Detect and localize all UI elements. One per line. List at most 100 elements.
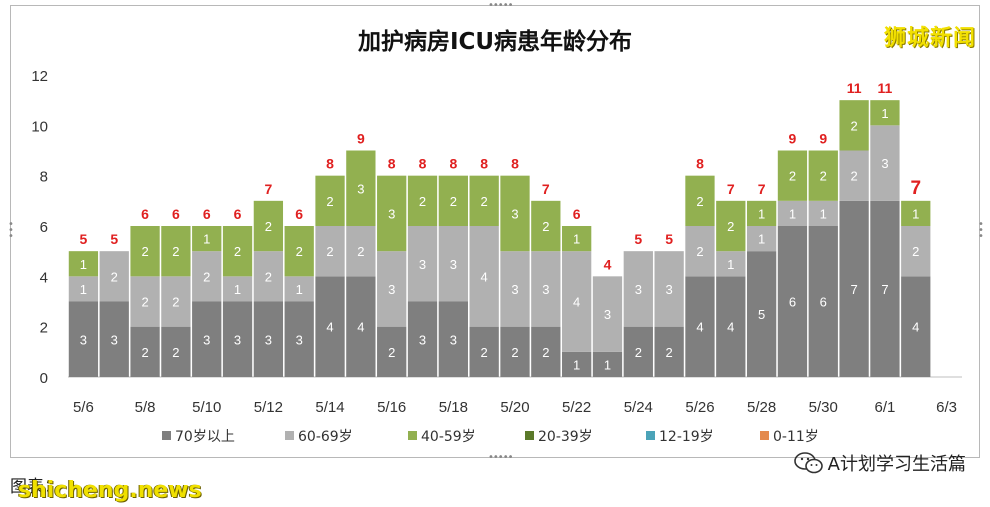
bar-segment-40-59- (685, 175, 715, 226)
bar-value-label: 2 (326, 244, 333, 259)
bar-segment-60-69- (315, 226, 345, 277)
y-tick-label: 2 (40, 320, 48, 337)
bar-segment-70- (562, 351, 592, 377)
bar-value-label: 2 (141, 295, 148, 310)
bar-segment-40-59- (130, 226, 160, 277)
legend-label: 12-19岁 (659, 429, 714, 445)
bar-segment-40-59- (500, 175, 530, 252)
bar-value-label: 2 (172, 295, 179, 310)
bar-total-label: 8 (449, 156, 457, 172)
bar-segment-60-69- (592, 276, 623, 352)
bar-value-label: 3 (357, 181, 364, 196)
bar-total-label: 6 (203, 206, 211, 222)
bar-segment-60-69- (130, 276, 160, 327)
bar-segment-60-69- (623, 251, 653, 327)
bar-value-label: 3 (388, 282, 395, 297)
bar-segment-70- (346, 276, 376, 377)
bar-value-label: 2 (481, 194, 488, 209)
y-tick-label: 6 (40, 219, 48, 236)
bar-total-label: 6 (234, 206, 242, 222)
bar-value-label: 7 (881, 282, 888, 297)
bar-segment-40-59- (68, 251, 99, 277)
bar-value-label: 1 (203, 232, 210, 247)
x-tick-label: 5/30 (809, 399, 838, 416)
bar-total-label: 9 (357, 131, 365, 147)
bar-segment-70- (407, 301, 438, 377)
bar-value-label: 2 (666, 345, 673, 360)
bar-value-label: 2 (111, 269, 118, 284)
bar-value-label: 3 (511, 206, 518, 221)
x-tick-label: 5/24 (624, 399, 653, 416)
bar-segment-70- (438, 301, 468, 377)
bar-segment-40-59- (438, 175, 468, 226)
bar-value-label: 3 (511, 282, 518, 297)
bar-value-label: 1 (604, 357, 611, 372)
bar-value-label: 1 (789, 206, 796, 221)
bar-value-label: 1 (881, 106, 888, 121)
bar-segment-60-69- (901, 226, 931, 277)
bar-segment-40-59- (839, 100, 869, 151)
bar-segment-60-69- (438, 226, 468, 302)
bar-value-label: 1 (573, 232, 580, 247)
legend-label: 60-69岁 (298, 429, 353, 445)
frame-handle-top[interactable]: ••••• (488, 0, 513, 11)
bar-value-label: 3 (234, 332, 241, 347)
bar-value-label: 1 (80, 282, 87, 297)
bar-segment-70- (161, 326, 191, 377)
bar-total-label: 9 (819, 131, 827, 147)
bar-segment-60-69- (469, 226, 499, 327)
bar-segment-40-59- (531, 200, 561, 252)
bar-total-label: 8 (696, 156, 704, 172)
legend-label: 20-39岁 (538, 429, 593, 445)
bar-value-label: 1 (758, 206, 765, 221)
bar-segment-40-59- (901, 200, 931, 226)
bar-value-label: 4 (326, 320, 333, 335)
bar-total-label: 6 (573, 206, 581, 222)
bar-segment-40-59- (253, 200, 284, 252)
bar-segment-70- (192, 301, 222, 377)
frame-handle-bottom[interactable]: ••••• (488, 452, 513, 463)
bar-value-label: 4 (912, 320, 919, 335)
frame-handle-right[interactable]: • • • (978, 219, 984, 242)
bar-segment-60-69- (808, 200, 838, 226)
bar-segment-40-59- (284, 226, 314, 277)
bar-segment-70- (253, 301, 284, 377)
bar-value-label: 2 (450, 194, 457, 209)
bar-value-label: 3 (635, 282, 642, 297)
x-tick-label: 5/14 (315, 399, 344, 416)
bar-segment-40-59- (407, 175, 438, 226)
x-tick-label: 6/1 (875, 399, 896, 416)
bar-segment-70- (746, 251, 777, 377)
bar-segment-60-69- (562, 251, 592, 352)
bar-total-label: 4 (604, 256, 612, 272)
bar-segment-40-59- (469, 175, 499, 226)
bar-value-label: 3 (296, 332, 303, 347)
bar-value-label: 1 (234, 282, 241, 297)
bar-segment-70- (99, 301, 129, 377)
brand-logo: 狮城新闻 (883, 26, 976, 51)
y-tick-label: 10 (31, 118, 48, 135)
bar-value-label: 6 (789, 295, 796, 310)
bar-segment-70- (716, 276, 746, 377)
bar-value-label: 5 (758, 307, 765, 322)
bar-value-label: 2 (265, 219, 272, 234)
bar-segment-60-69- (68, 276, 99, 302)
frame-handle-left[interactable]: • • • (8, 219, 14, 242)
y-tick-label: 8 (40, 169, 48, 186)
bar-value-label: 3 (419, 332, 426, 347)
bar-total-label: 5 (634, 231, 642, 247)
y-tick-label: 0 (40, 370, 48, 387)
x-tick-label: 5/12 (254, 399, 283, 416)
bar-segment-70- (808, 226, 838, 377)
bar-total-label: 8 (388, 156, 396, 172)
chart-credit: 图表： (10, 477, 61, 497)
bar-segment-60-69- (161, 276, 191, 327)
bar-segment-40-59- (222, 226, 253, 277)
bar-value-label: 4 (357, 320, 364, 335)
bar-segment-60-69- (222, 276, 253, 302)
bar-value-label: 2 (419, 194, 426, 209)
bar-value-label: 2 (912, 244, 919, 259)
bar-value-label: 2 (141, 345, 148, 360)
bar-value-label: 2 (172, 244, 179, 259)
bar-value-label: 4 (727, 320, 734, 335)
